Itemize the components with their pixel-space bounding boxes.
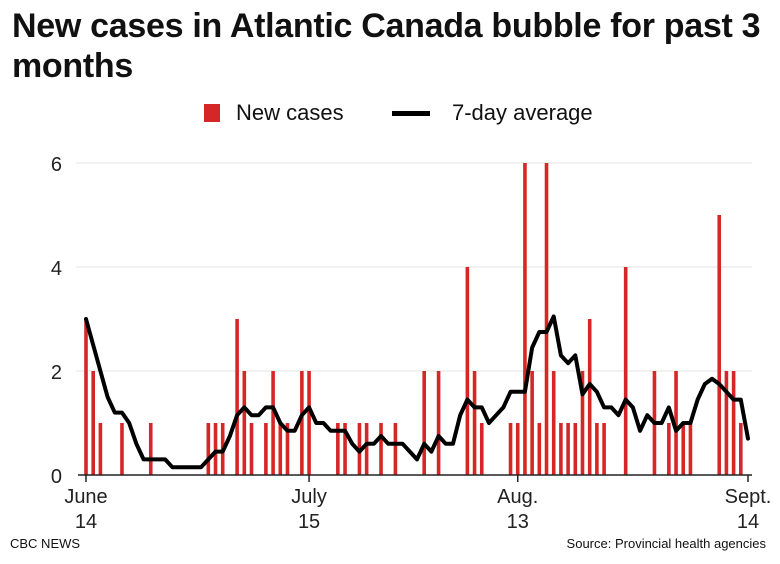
- bar-new-cases: [213, 423, 218, 475]
- bar-new-cases: [602, 423, 606, 475]
- bar-new-cases: [343, 423, 347, 475]
- bar-new-cases: [537, 423, 542, 475]
- bar-new-cases: [465, 267, 470, 475]
- bar-new-cases: [393, 423, 398, 475]
- bar-new-cases: [674, 371, 678, 475]
- legend-label-new-cases: New cases: [236, 100, 344, 125]
- bar-new-cases: [580, 371, 585, 475]
- bar-new-cases: [422, 371, 426, 475]
- y-tick-label: 0: [51, 466, 62, 488]
- bar-new-cases: [566, 423, 570, 475]
- legend-swatch-line: [392, 110, 430, 116]
- bar-new-cases: [688, 423, 693, 475]
- bar-new-cases: [285, 423, 290, 475]
- y-tick-label: 6: [51, 154, 62, 176]
- bar-new-cases: [573, 423, 578, 475]
- legend-label-7-day-average: 7-day average: [452, 100, 593, 125]
- bar-new-cases: [623, 267, 628, 475]
- bar-new-cases: [551, 371, 556, 475]
- bar-new-cases: [264, 423, 268, 475]
- bar-new-cases: [235, 319, 239, 475]
- legend: New cases 7-day average: [0, 100, 780, 130]
- bar-new-cases: [508, 423, 513, 475]
- bar-new-cases: [120, 423, 124, 475]
- bar-new-cases: [559, 423, 563, 475]
- chart-title: New cases in Atlantic Canada bubble for …: [12, 7, 761, 85]
- bar-new-cases: [271, 371, 275, 475]
- x-tick-label: July: [291, 486, 327, 508]
- bar-new-cases: [278, 423, 283, 475]
- x-tick-label-day: 15: [298, 511, 320, 533]
- bar-new-cases: [530, 371, 534, 475]
- bar-new-cases: [206, 423, 211, 475]
- legend-swatch-bar: [204, 104, 220, 122]
- bar-new-cases: [300, 371, 304, 475]
- bar-new-cases: [98, 423, 103, 475]
- bar-new-cases: [595, 423, 599, 475]
- bar-new-cases: [681, 423, 686, 475]
- x-tick-label-day: 14: [737, 511, 759, 533]
- bar-new-cases: [436, 371, 441, 475]
- bar-new-cases: [472, 371, 477, 475]
- bar-new-cases: [717, 215, 722, 475]
- bar-new-cases: [84, 319, 88, 475]
- bar-new-cases: [739, 423, 743, 475]
- gridlines: [76, 162, 752, 372]
- bar-new-cases: [587, 319, 592, 475]
- bar-new-cases: [249, 423, 254, 475]
- bar-new-cases: [364, 423, 369, 475]
- bar-new-cases: [242, 371, 247, 475]
- bar-new-cases: [148, 423, 153, 475]
- legend-item-7-day-average: 7-day average: [392, 100, 593, 126]
- x-axis-tick-labels: June 14 July 15 Aug. 13 Sept. 14: [64, 475, 771, 533]
- bar-new-cases: [379, 423, 383, 475]
- x-tick-label: Aug.: [497, 486, 538, 508]
- footer-credit: CBC NEWS: [10, 536, 81, 551]
- y-tick-label: 4: [51, 258, 62, 280]
- line-series-7-day-average: [84, 314, 750, 470]
- bar-new-cases: [91, 371, 95, 475]
- x-tick-label-day: 13: [507, 511, 529, 533]
- y-axis-tick-labels: 0 2 4 6: [51, 154, 62, 488]
- bar-new-cases: [515, 423, 520, 475]
- y-tick-label: 2: [51, 362, 62, 384]
- bar-new-cases: [731, 371, 736, 475]
- bar-new-cases: [667, 423, 671, 475]
- x-tick-label-day: 14: [75, 511, 97, 533]
- legend-item-new-cases: New cases: [204, 100, 344, 126]
- bar-new-cases: [523, 163, 527, 475]
- bar-series-new-cases: [84, 163, 743, 475]
- bar-new-cases: [336, 423, 340, 475]
- bar-new-cases: [724, 371, 729, 475]
- bar-new-cases: [544, 163, 549, 475]
- x-tick-label: June: [64, 486, 107, 508]
- bar-new-cases: [479, 423, 484, 475]
- x-tick-label: Sept.: [725, 486, 772, 508]
- bar-new-cases: [307, 371, 311, 475]
- footer-source: Source: Provincial health agencies: [566, 536, 766, 551]
